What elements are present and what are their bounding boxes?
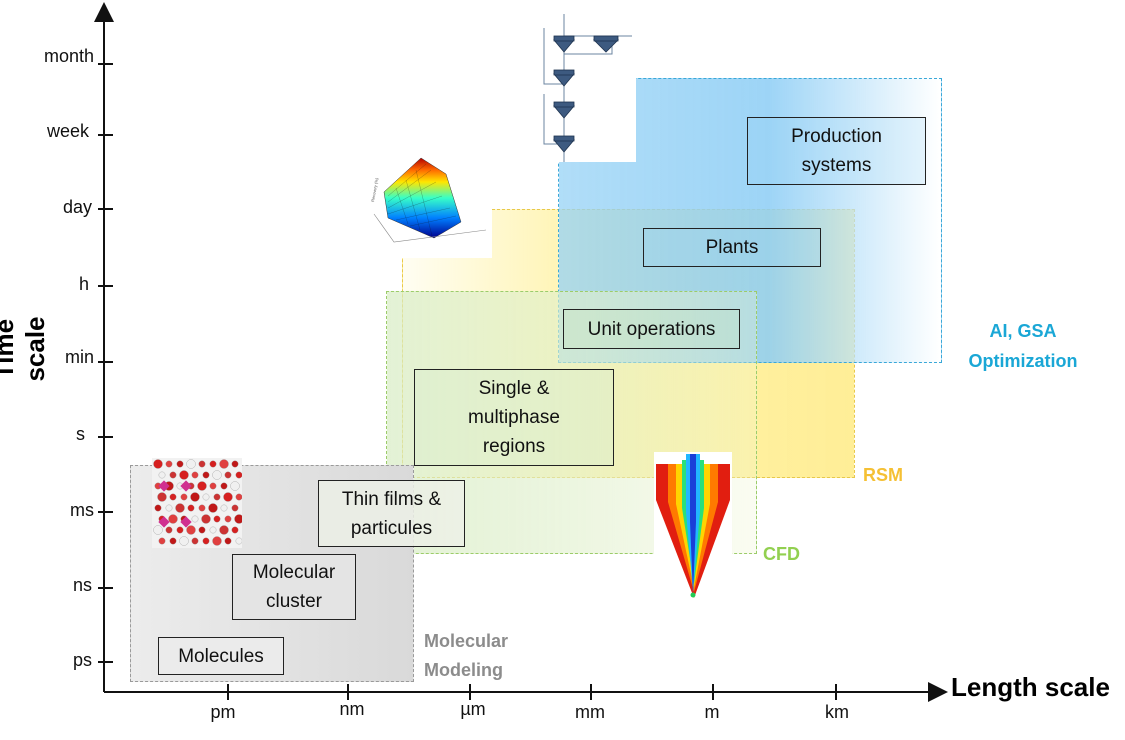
- box-molecular-cluster: Molecular cluster: [232, 554, 356, 620]
- atom: [212, 536, 222, 546]
- atom: [153, 525, 163, 535]
- atom: [223, 492, 233, 502]
- x-tick-m: m: [704, 702, 720, 722]
- cfd-nozzle-icon: [654, 452, 732, 598]
- atom: [180, 493, 188, 501]
- atom: [231, 526, 239, 534]
- atom: [219, 525, 229, 535]
- x-tick-pm: pm: [210, 702, 236, 722]
- y-tick-s: s: [76, 424, 85, 444]
- atom: [234, 514, 242, 524]
- y-tick-ps: ps: [72, 650, 92, 670]
- x-tick-um: µm: [460, 699, 486, 719]
- y-tick-h: h: [78, 274, 89, 294]
- atom: [201, 514, 211, 524]
- label-rsm: RSM: [863, 465, 903, 485]
- x-tick-nm: nm: [339, 699, 365, 719]
- box-production-systems: Production systems: [747, 117, 926, 185]
- atom: [154, 504, 162, 512]
- atom: [235, 537, 242, 545]
- atom: [186, 525, 196, 535]
- y-tick-ms: ms: [70, 500, 94, 520]
- atom: [235, 493, 242, 501]
- atom: [209, 482, 217, 490]
- box-molecules: Molecules: [158, 637, 284, 675]
- molecular-structure-icon: [152, 458, 242, 548]
- label-cfd: CFD: [763, 544, 800, 564]
- atom: [191, 537, 199, 545]
- atom: [224, 515, 232, 523]
- y-tick-min: min: [64, 347, 94, 367]
- atom: [209, 460, 217, 468]
- svg-text:Recovery (%): Recovery (%): [370, 177, 379, 202]
- atom: [176, 460, 184, 468]
- atom: [224, 537, 232, 545]
- atom: [231, 460, 239, 468]
- atom: [186, 459, 196, 469]
- y-tick-week: week: [46, 121, 89, 141]
- atom: [169, 537, 177, 545]
- atom: [197, 481, 207, 491]
- atom: [157, 492, 167, 502]
- atom: [168, 514, 178, 524]
- label-molecular-modeling: Molecular Modeling: [424, 631, 509, 680]
- atom: [235, 471, 242, 479]
- surface-plot-icon: Recovery (%): [366, 152, 492, 258]
- atom: [202, 537, 210, 545]
- y-tick-day: day: [62, 197, 92, 217]
- atom: [198, 504, 206, 512]
- flowsheet-icon: [532, 14, 636, 162]
- box-unit-operations: Unit operations: [563, 309, 740, 349]
- box-single-multiphase: Single & multiphase regions: [414, 369, 614, 466]
- atom: [176, 526, 184, 534]
- atom: [179, 470, 189, 480]
- atom: [191, 515, 199, 523]
- atom: [198, 526, 206, 534]
- atom: [187, 504, 195, 512]
- atom: [190, 492, 200, 502]
- x-axis-title: Length scale: [951, 672, 1110, 702]
- atom: [213, 493, 221, 501]
- atom: [165, 526, 173, 534]
- atom: [202, 493, 210, 501]
- y-tick-month: month: [43, 46, 94, 66]
- atom: [175, 503, 185, 513]
- atom: [209, 526, 217, 534]
- atom: [165, 504, 173, 512]
- atom: [220, 504, 228, 512]
- atom: [202, 471, 210, 479]
- atom: [198, 460, 206, 468]
- atom: [165, 460, 173, 468]
- atom: [208, 503, 218, 513]
- box-thin-films: Thin films & particules: [318, 480, 465, 547]
- atom: [158, 471, 166, 479]
- x-ticks: [227, 684, 837, 700]
- atom: [219, 459, 229, 469]
- atom: [169, 471, 177, 479]
- atom: [230, 481, 240, 491]
- atom: [179, 536, 189, 546]
- x-tick-mm: mm: [575, 702, 605, 722]
- label-ai-gsa: AI, GSA Optimization: [968, 321, 1078, 371]
- atom: [212, 470, 222, 480]
- atom: [169, 493, 177, 501]
- atom: [153, 459, 163, 469]
- atom: [158, 537, 166, 545]
- atom: [213, 515, 221, 523]
- atom: [191, 471, 199, 479]
- atom: [220, 482, 228, 490]
- x-tick-km: km: [825, 702, 849, 722]
- y-tick-ns: ns: [72, 575, 92, 595]
- box-plants: Plants: [643, 228, 821, 267]
- y-ticks: [98, 63, 113, 663]
- atom: [224, 471, 232, 479]
- atom: [231, 504, 239, 512]
